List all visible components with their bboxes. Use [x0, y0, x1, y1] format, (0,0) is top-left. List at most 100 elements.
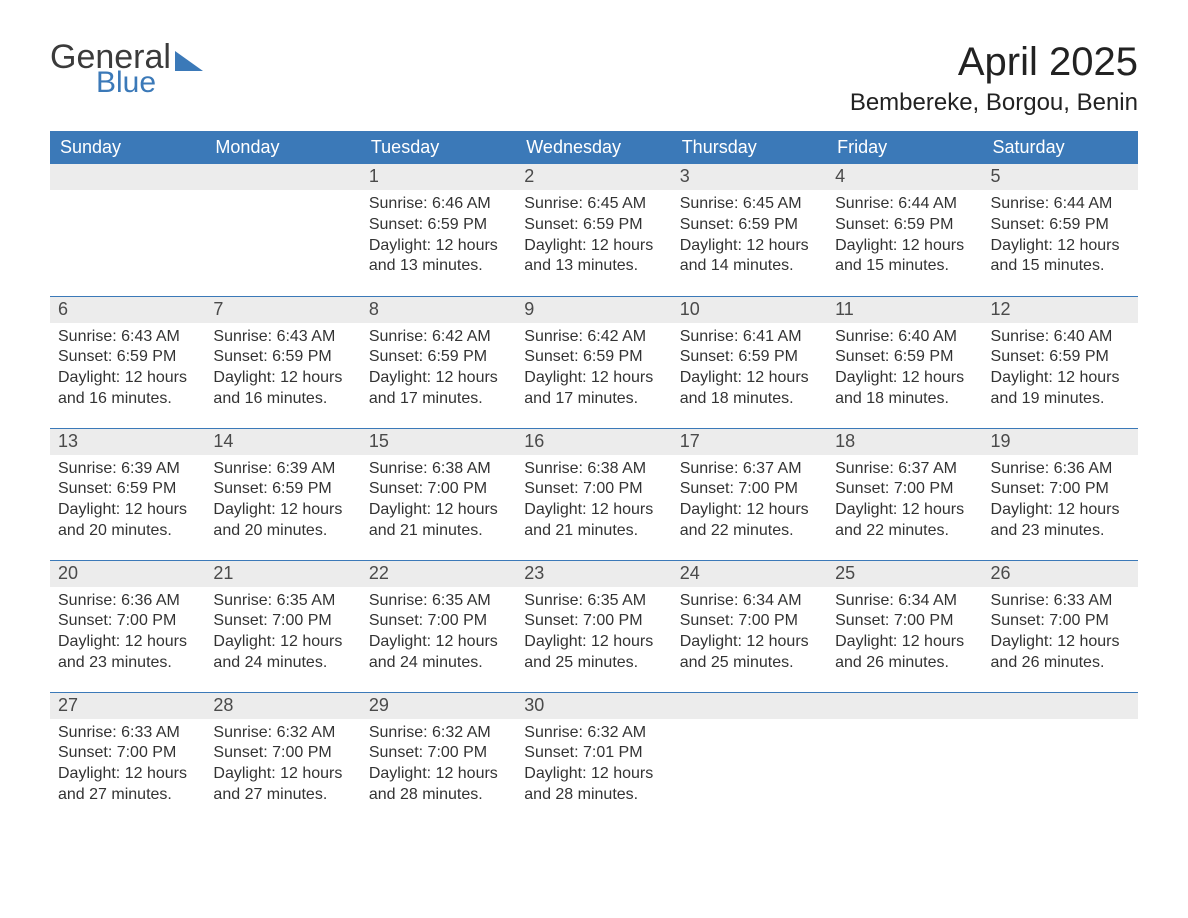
day-details: Sunrise: 6:36 AMSunset: 7:00 PMDaylight:…	[50, 587, 205, 684]
day-details: Sunrise: 6:41 AMSunset: 6:59 PMDaylight:…	[672, 323, 827, 420]
sunrise-text: Sunrise: 6:42 AM	[369, 327, 508, 348]
day-number: 30	[516, 693, 671, 719]
calendar-day-cell: 30Sunrise: 6:32 AMSunset: 7:01 PMDayligh…	[516, 692, 671, 824]
daylight-text: Daylight: 12 hours and 27 minutes.	[58, 764, 197, 806]
weekday-header: Wednesday	[516, 131, 671, 164]
day-number: 20	[50, 561, 205, 587]
day-number: 17	[672, 429, 827, 455]
sunset-text: Sunset: 7:00 PM	[58, 611, 197, 632]
day-number: 3	[672, 164, 827, 190]
sunset-text: Sunset: 6:59 PM	[58, 479, 197, 500]
sunrise-text: Sunrise: 6:44 AM	[991, 194, 1130, 215]
sunrise-text: Sunrise: 6:32 AM	[524, 723, 663, 744]
weekday-header: Saturday	[983, 131, 1138, 164]
calendar-day-cell: 29Sunrise: 6:32 AMSunset: 7:00 PMDayligh…	[361, 692, 516, 824]
sunrise-text: Sunrise: 6:46 AM	[369, 194, 508, 215]
day-details: Sunrise: 6:32 AMSunset: 7:00 PMDaylight:…	[361, 719, 516, 816]
day-number: 19	[983, 429, 1138, 455]
month-title: April 2025	[850, 40, 1138, 85]
day-details: Sunrise: 6:45 AMSunset: 6:59 PMDaylight:…	[672, 190, 827, 287]
sunset-text: Sunset: 7:00 PM	[680, 479, 819, 500]
day-number	[205, 164, 360, 190]
sunset-text: Sunset: 7:00 PM	[369, 611, 508, 632]
weekday-header: Monday	[205, 131, 360, 164]
sunset-text: Sunset: 6:59 PM	[991, 215, 1130, 236]
sunset-text: Sunset: 7:00 PM	[58, 743, 197, 764]
weekday-header: Friday	[827, 131, 982, 164]
calendar-day-cell: 20Sunrise: 6:36 AMSunset: 7:00 PMDayligh…	[50, 560, 205, 692]
day-details: Sunrise: 6:35 AMSunset: 7:00 PMDaylight:…	[205, 587, 360, 684]
day-number: 4	[827, 164, 982, 190]
sunrise-text: Sunrise: 6:45 AM	[524, 194, 663, 215]
day-number: 6	[50, 297, 205, 323]
sunset-text: Sunset: 7:00 PM	[369, 479, 508, 500]
calendar-day-cell: 26Sunrise: 6:33 AMSunset: 7:00 PMDayligh…	[983, 560, 1138, 692]
calendar-day-cell: 24Sunrise: 6:34 AMSunset: 7:00 PMDayligh…	[672, 560, 827, 692]
calendar-day-cell: 12Sunrise: 6:40 AMSunset: 6:59 PMDayligh…	[983, 296, 1138, 428]
day-number: 27	[50, 693, 205, 719]
weekday-header: Tuesday	[361, 131, 516, 164]
day-number: 16	[516, 429, 671, 455]
sunrise-text: Sunrise: 6:43 AM	[213, 327, 352, 348]
calendar-day-cell: 10Sunrise: 6:41 AMSunset: 6:59 PMDayligh…	[672, 296, 827, 428]
calendar-day-cell: 9Sunrise: 6:42 AMSunset: 6:59 PMDaylight…	[516, 296, 671, 428]
calendar-day-cell: 3Sunrise: 6:45 AMSunset: 6:59 PMDaylight…	[672, 164, 827, 296]
day-number: 2	[516, 164, 671, 190]
sunset-text: Sunset: 6:59 PM	[835, 347, 974, 368]
calendar-day-cell: 23Sunrise: 6:35 AMSunset: 7:00 PMDayligh…	[516, 560, 671, 692]
calendar-week-row: 6Sunrise: 6:43 AMSunset: 6:59 PMDaylight…	[50, 296, 1138, 428]
calendar-day-cell	[672, 692, 827, 824]
day-details	[672, 719, 827, 733]
day-details: Sunrise: 6:38 AMSunset: 7:00 PMDaylight:…	[516, 455, 671, 552]
calendar-day-cell: 27Sunrise: 6:33 AMSunset: 7:00 PMDayligh…	[50, 692, 205, 824]
sunrise-text: Sunrise: 6:36 AM	[58, 591, 197, 612]
day-number	[827, 693, 982, 719]
daylight-text: Daylight: 12 hours and 22 minutes.	[835, 500, 974, 542]
day-number: 18	[827, 429, 982, 455]
day-details: Sunrise: 6:43 AMSunset: 6:59 PMDaylight:…	[205, 323, 360, 420]
sunrise-text: Sunrise: 6:34 AM	[835, 591, 974, 612]
day-details: Sunrise: 6:33 AMSunset: 7:00 PMDaylight:…	[50, 719, 205, 816]
weekday-header-row: Sunday Monday Tuesday Wednesday Thursday…	[50, 131, 1138, 164]
sunset-text: Sunset: 6:59 PM	[680, 347, 819, 368]
sunrise-text: Sunrise: 6:38 AM	[369, 459, 508, 480]
day-details: Sunrise: 6:39 AMSunset: 6:59 PMDaylight:…	[205, 455, 360, 552]
calendar-day-cell: 6Sunrise: 6:43 AMSunset: 6:59 PMDaylight…	[50, 296, 205, 428]
day-number: 15	[361, 429, 516, 455]
daylight-text: Daylight: 12 hours and 17 minutes.	[369, 368, 508, 410]
daylight-text: Daylight: 12 hours and 28 minutes.	[524, 764, 663, 806]
day-details: Sunrise: 6:35 AMSunset: 7:00 PMDaylight:…	[361, 587, 516, 684]
calendar-week-row: 27Sunrise: 6:33 AMSunset: 7:00 PMDayligh…	[50, 692, 1138, 824]
calendar-day-cell: 2Sunrise: 6:45 AMSunset: 6:59 PMDaylight…	[516, 164, 671, 296]
calendar-day-cell: 15Sunrise: 6:38 AMSunset: 7:00 PMDayligh…	[361, 428, 516, 560]
sunset-text: Sunset: 6:59 PM	[680, 215, 819, 236]
day-details: Sunrise: 6:40 AMSunset: 6:59 PMDaylight:…	[827, 323, 982, 420]
calendar-day-cell: 28Sunrise: 6:32 AMSunset: 7:00 PMDayligh…	[205, 692, 360, 824]
calendar-day-cell: 8Sunrise: 6:42 AMSunset: 6:59 PMDaylight…	[361, 296, 516, 428]
daylight-text: Daylight: 12 hours and 25 minutes.	[524, 632, 663, 674]
day-number	[672, 693, 827, 719]
calendar-day-cell: 25Sunrise: 6:34 AMSunset: 7:00 PMDayligh…	[827, 560, 982, 692]
sunset-text: Sunset: 7:00 PM	[835, 479, 974, 500]
sunrise-text: Sunrise: 6:39 AM	[213, 459, 352, 480]
sunrise-text: Sunrise: 6:37 AM	[835, 459, 974, 480]
sunset-text: Sunset: 7:00 PM	[991, 479, 1130, 500]
sunset-text: Sunset: 7:00 PM	[524, 479, 663, 500]
day-details: Sunrise: 6:37 AMSunset: 7:00 PMDaylight:…	[672, 455, 827, 552]
calendar-day-cell: 19Sunrise: 6:36 AMSunset: 7:00 PMDayligh…	[983, 428, 1138, 560]
daylight-text: Daylight: 12 hours and 25 minutes.	[680, 632, 819, 674]
sunrise-text: Sunrise: 6:33 AM	[991, 591, 1130, 612]
day-details: Sunrise: 6:33 AMSunset: 7:00 PMDaylight:…	[983, 587, 1138, 684]
sunset-text: Sunset: 6:59 PM	[369, 347, 508, 368]
calendar-week-row: 1Sunrise: 6:46 AMSunset: 6:59 PMDaylight…	[50, 164, 1138, 296]
day-number: 9	[516, 297, 671, 323]
daylight-text: Daylight: 12 hours and 14 minutes.	[680, 236, 819, 278]
day-number: 28	[205, 693, 360, 719]
sunrise-text: Sunrise: 6:40 AM	[835, 327, 974, 348]
sunset-text: Sunset: 7:00 PM	[835, 611, 974, 632]
calendar-day-cell: 17Sunrise: 6:37 AMSunset: 7:00 PMDayligh…	[672, 428, 827, 560]
location-subtitle: Bembereke, Borgou, Benin	[850, 89, 1138, 117]
sunrise-text: Sunrise: 6:32 AM	[213, 723, 352, 744]
sunset-text: Sunset: 6:59 PM	[213, 479, 352, 500]
daylight-text: Daylight: 12 hours and 19 minutes.	[991, 368, 1130, 410]
